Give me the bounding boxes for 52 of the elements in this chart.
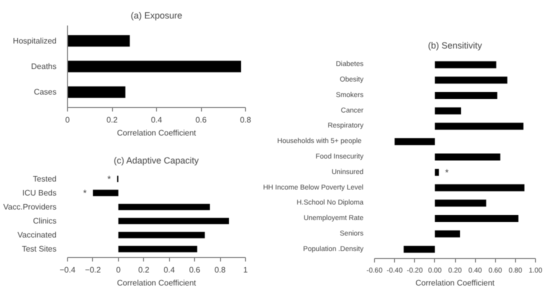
annotation: * xyxy=(83,188,88,198)
x-axis-title: Correlation Coefficient xyxy=(117,278,197,288)
chart-title: (a) Exposure xyxy=(130,10,182,20)
bar xyxy=(434,168,439,176)
y-tick-label: Hospitalized xyxy=(12,36,56,46)
bar xyxy=(118,232,205,238)
bar xyxy=(118,246,198,252)
chart-title: (c) Adaptive Capacity xyxy=(114,156,200,166)
x-tick-label: 1 xyxy=(243,266,248,274)
bar xyxy=(434,230,460,238)
x-tick-label: 0 xyxy=(116,266,122,274)
bar xyxy=(68,35,130,47)
bar xyxy=(434,92,498,99)
bar xyxy=(68,60,242,72)
x-tick-label: 0.6 xyxy=(195,116,208,124)
bar xyxy=(118,218,229,224)
bar xyxy=(68,86,126,98)
bar xyxy=(434,215,518,222)
x-tick-label: −0.2 xyxy=(85,266,102,274)
y-tick-label: Tested xyxy=(32,174,57,184)
y-tick-label: Cases xyxy=(34,88,57,97)
x-tick-label: 0.2 xyxy=(138,266,150,274)
bar xyxy=(434,122,524,130)
y-tick-label: ICU Beds xyxy=(22,188,56,198)
y-tick-label: Vaccinated xyxy=(18,230,57,240)
bar xyxy=(92,190,118,196)
x-tick-label: 0.8 xyxy=(240,116,252,124)
x-tick-label: 0.2 xyxy=(106,116,118,124)
bar xyxy=(434,184,524,192)
bar xyxy=(434,107,462,114)
chart-title: (b) Sensitivity xyxy=(428,40,483,50)
x-tick-label: 0.4 xyxy=(150,116,163,124)
x-tick-label: 0.8 xyxy=(214,266,226,274)
x-axis-title: Correlation Coefficient xyxy=(117,128,197,138)
x-axis-title: Correlation Coefficient xyxy=(416,278,496,288)
bar xyxy=(434,61,496,68)
bar xyxy=(434,76,508,84)
y-tick-label: Vacc.Providers xyxy=(3,202,56,212)
y-tick-label: Clinics xyxy=(32,216,57,226)
annotation: * xyxy=(107,174,112,184)
bar xyxy=(118,204,210,210)
bar xyxy=(404,246,435,253)
x-tick-label: −0.4 xyxy=(60,266,76,274)
y-tick-label: Test Sites xyxy=(22,244,57,254)
x-tick-label: 0 xyxy=(65,116,70,124)
bar xyxy=(394,138,435,146)
x-tick-label: 0.4 xyxy=(164,266,176,274)
bar xyxy=(434,200,486,207)
annotation: * xyxy=(445,167,450,178)
bar xyxy=(434,154,500,160)
x-tick-label: 0.6 xyxy=(189,266,201,274)
y-tick-label: Deaths xyxy=(31,62,57,71)
